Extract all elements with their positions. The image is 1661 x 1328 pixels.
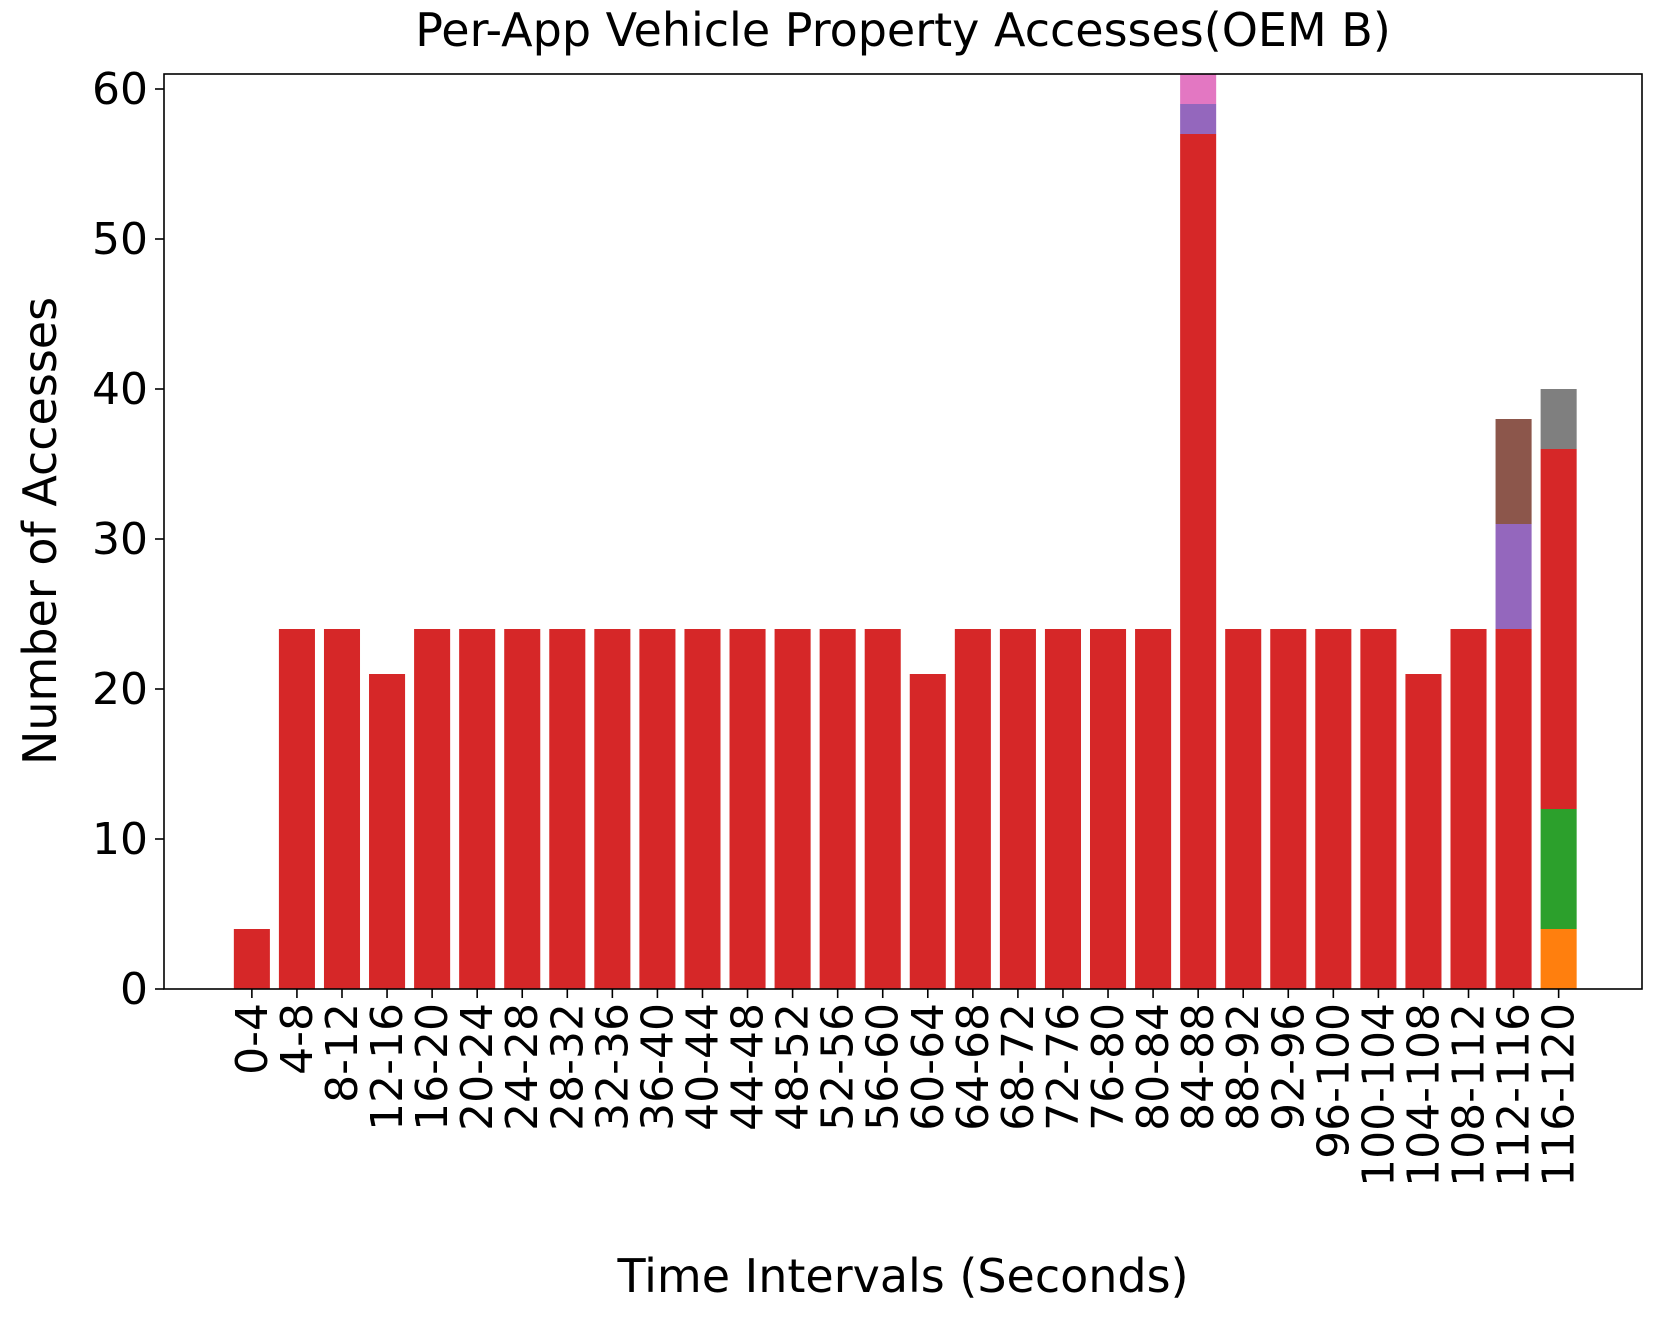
x-tick-label: 48-52 xyxy=(768,1003,819,1131)
bar-segment xyxy=(1540,449,1577,809)
y-tick-label: 60 xyxy=(92,64,148,115)
x-tick-label: 56-60 xyxy=(858,1003,909,1131)
x-tick-label: 68-72 xyxy=(993,1003,1044,1131)
y-tick-label: 0 xyxy=(120,964,148,1015)
x-tick-label: 0-4 xyxy=(227,1003,278,1075)
x-tick-label: 112-116 xyxy=(1489,1003,1540,1187)
bar-segment xyxy=(1540,929,1577,989)
bar-segment xyxy=(1180,74,1217,104)
plot-area xyxy=(233,74,1577,989)
y-tick-label: 50 xyxy=(92,214,148,265)
x-tick-label: 72-76 xyxy=(1038,1003,1089,1131)
x-tick-label: 52-56 xyxy=(813,1003,864,1131)
bar-segment xyxy=(684,629,721,989)
bar-segment xyxy=(1405,674,1442,989)
x-axis-label: Time Intervals (Seconds) xyxy=(616,1249,1188,1303)
x-tick-label: 40-44 xyxy=(677,1003,728,1131)
bar-segment xyxy=(1180,134,1217,989)
bar-segment xyxy=(819,629,856,989)
x-tick-label: 64-68 xyxy=(948,1003,999,1131)
bar-segment xyxy=(864,629,901,989)
x-tick-label: 16-20 xyxy=(407,1003,458,1131)
bar-segment xyxy=(278,629,315,989)
x-tick-label: 28-32 xyxy=(542,1003,593,1131)
x-tick-label: 24-28 xyxy=(497,1003,548,1131)
bar-segment xyxy=(549,629,586,989)
x-tick-label: 20-24 xyxy=(452,1003,503,1131)
bar-segment xyxy=(1090,629,1127,989)
x-tick-label: 44-48 xyxy=(723,1003,774,1131)
bar-segment xyxy=(1135,629,1172,989)
x-tick-label: 100-104 xyxy=(1353,1003,1404,1187)
axes-frame xyxy=(163,73,1643,990)
bar-segment xyxy=(639,629,676,989)
y-tick-label: 30 xyxy=(92,514,148,565)
bar-segment xyxy=(774,629,811,989)
x-tick-label: 60-64 xyxy=(903,1003,954,1131)
chart-title: Per-App Vehicle Property Accesses(OEM B) xyxy=(415,3,1391,57)
x-tick-label: 84-88 xyxy=(1173,1003,1224,1131)
y-tick-label: 10 xyxy=(92,814,148,865)
bar-segment xyxy=(1044,629,1081,989)
bar-segment xyxy=(1495,419,1532,524)
bar-segment xyxy=(1540,389,1577,449)
bar-segment xyxy=(1360,629,1397,989)
x-tick-label: 32-36 xyxy=(587,1003,638,1131)
bar-segment xyxy=(954,629,991,989)
bar-segment xyxy=(1450,629,1487,989)
x-tick-label: 12-16 xyxy=(362,1003,413,1131)
y-axis-label: Number of Accesses xyxy=(13,297,67,765)
x-tick-label: 116-120 xyxy=(1534,1003,1585,1187)
y-tick-label: 40 xyxy=(92,364,148,415)
bar-segment xyxy=(1315,629,1352,989)
x-tick-label: 104-108 xyxy=(1398,1003,1449,1187)
bar-segment xyxy=(594,629,631,989)
x-tick-label: 8-12 xyxy=(317,1003,368,1103)
bar-segment xyxy=(999,629,1036,989)
bar-segment xyxy=(323,629,361,989)
x-tick-label: 88-92 xyxy=(1218,1003,1269,1131)
x-tick-label: 92-96 xyxy=(1263,1003,1314,1131)
bar-segment xyxy=(459,629,496,989)
bar-segment xyxy=(1270,629,1307,989)
bar-segment xyxy=(504,629,541,989)
bar-segment xyxy=(1180,104,1217,134)
bar-segment xyxy=(1540,809,1577,929)
bar-segment xyxy=(909,674,946,989)
bar-segment xyxy=(729,629,766,989)
x-tick-label: 4-8 xyxy=(272,1003,323,1075)
x-tick-label: 36-40 xyxy=(632,1003,683,1131)
y-tick-label: 20 xyxy=(92,664,148,715)
x-tick-label: 76-80 xyxy=(1083,1003,1134,1131)
bar-segment xyxy=(1495,524,1532,629)
x-tick-label: 108-112 xyxy=(1444,1003,1495,1187)
x-tick-label: 96-100 xyxy=(1308,1003,1359,1159)
bar-segment xyxy=(1225,629,1262,989)
bar-segment xyxy=(414,629,451,989)
bar-segment xyxy=(1495,629,1532,989)
x-tick-label: 80-84 xyxy=(1128,1003,1179,1131)
bar-segment xyxy=(369,674,406,989)
bar-segment xyxy=(233,929,270,989)
